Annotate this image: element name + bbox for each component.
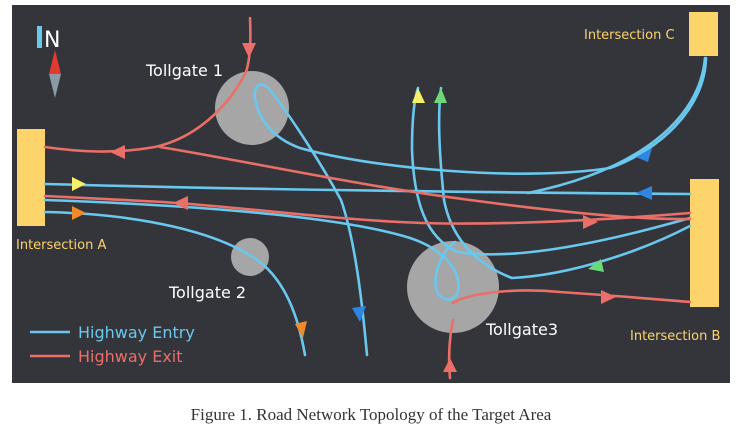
compass-north-arrow-icon [49,50,61,74]
compass-bar-icon [37,26,42,48]
exit-route-south-to-tollgate3 [447,318,455,380]
arrow-exit-north-red [242,43,256,58]
arrow-exit-a-red-2 [173,196,188,210]
arrow-exit-tollgate3-red [601,290,616,304]
tollgate-3-label: Tollgate3 [485,320,558,339]
arrow-entry-b-green [588,259,604,272]
intersection-b-node [690,179,719,307]
arrow-entry-tollgate1-blue [352,306,366,322]
intersection-a-label: Intersection A [16,238,106,253]
tollgate-2-label: Tollgate 2 [168,283,246,302]
tollgate-1-node [215,71,289,145]
intersection-c-node [689,12,718,56]
arrow-entry-north-yellow [412,88,425,103]
entry-route-b-to-north-2 [437,86,692,280]
tollgate-2-node [231,238,269,276]
arrow-entry-b-blue [636,186,652,200]
arrow-entry-tollgate2-orange [295,321,307,338]
tollgate-3-node [407,241,499,333]
arrow-entry-north-green [434,88,447,103]
entry-route-a-to-b [43,182,692,196]
legend: Highway Entry Highway Exit [30,323,195,366]
arrow-entry-a-yellow [72,177,86,191]
intersection-a-node [17,129,45,226]
arrow-exit-b-red [583,215,598,229]
entry-route-b-to-north-1 [410,86,692,256]
entry-route-a-to-tollgate2 [43,210,307,357]
tollgate-1-label: Tollgate 1 [145,61,223,80]
compass: N [37,26,61,98]
arrow-entry-a-orange [72,206,86,220]
compass-label: N [44,28,60,53]
entry-routes [43,56,708,357]
entry-route-a-to-tollgate3 [43,198,460,301]
legend-entry-label: Highway Entry [78,323,195,342]
compass-south-arrow-icon [49,74,61,98]
arrow-entry-c-blue [636,148,652,162]
intersection-c-label: Intersection C [584,28,675,43]
arrow-exit-a-red [110,145,125,159]
intersection-b-label: Intersection B [630,329,720,344]
arrow-exit-south-red [443,358,457,372]
entry-route-c-to-west [526,56,707,195]
exit-route-b-to-a [43,194,692,225]
legend-exit-label: Highway Exit [78,347,183,366]
exit-route-tollgate3-to-b [451,289,692,305]
figure-caption: Figure 1. Road Network Topology of the T… [191,405,552,424]
